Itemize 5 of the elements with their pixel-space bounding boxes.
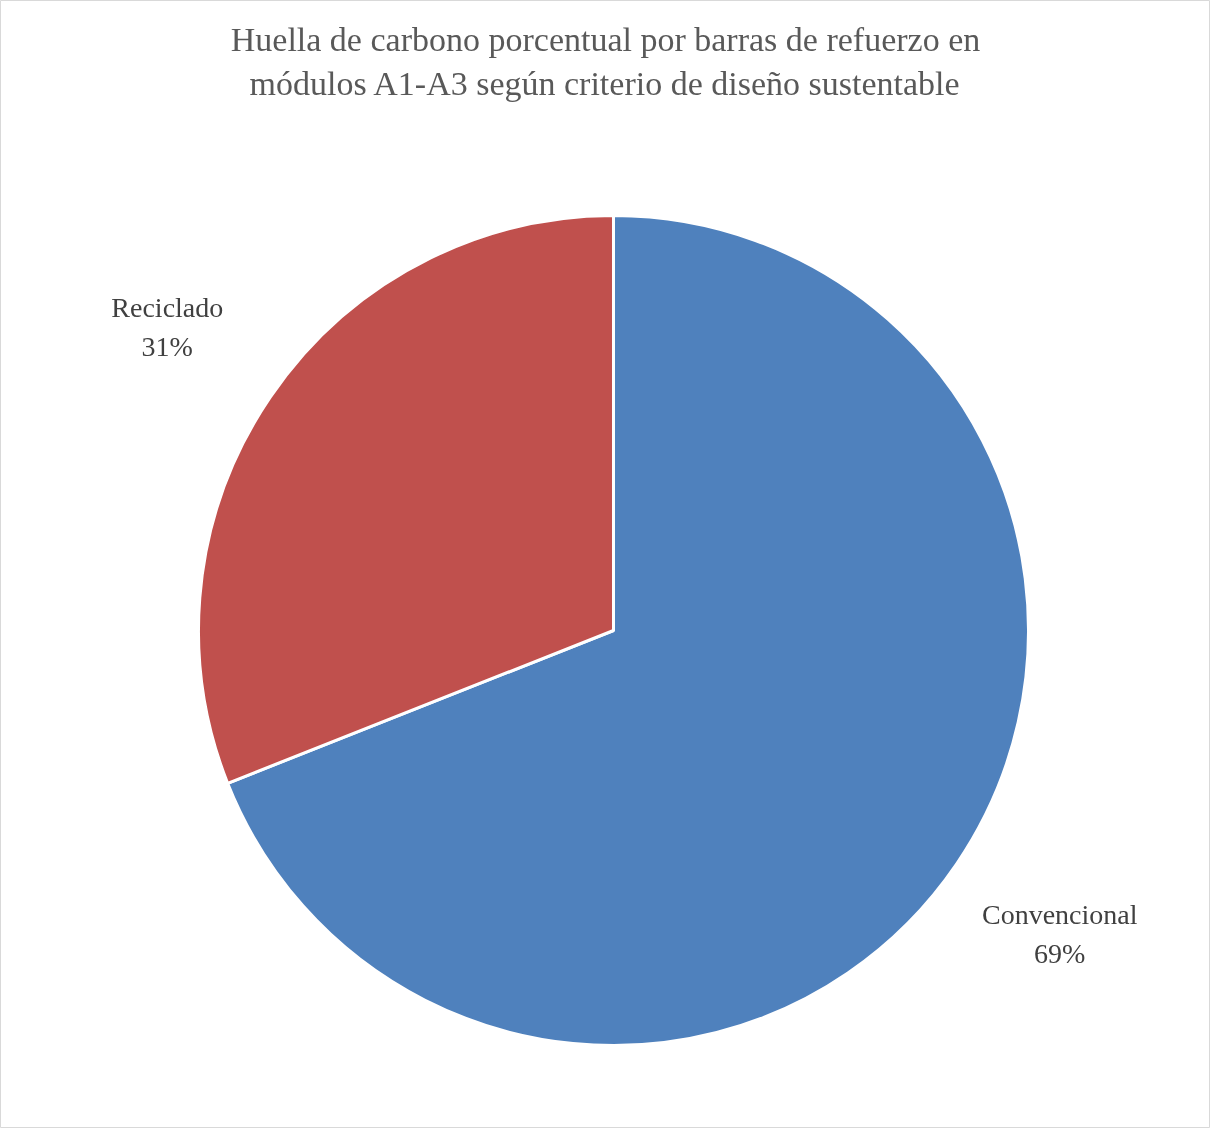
- data-label: 31%: [141, 331, 193, 363]
- slice-label: Convencional: [981, 898, 1138, 930]
- chart-title: Huella de carbono porcentual por barras de refuerzo en módulos A1-A3 según criterio de diseño sustentable: [230, 20, 981, 102]
- data-label: 69%: [1034, 937, 1086, 969]
- slice-label: Reciclado: [111, 292, 224, 324]
